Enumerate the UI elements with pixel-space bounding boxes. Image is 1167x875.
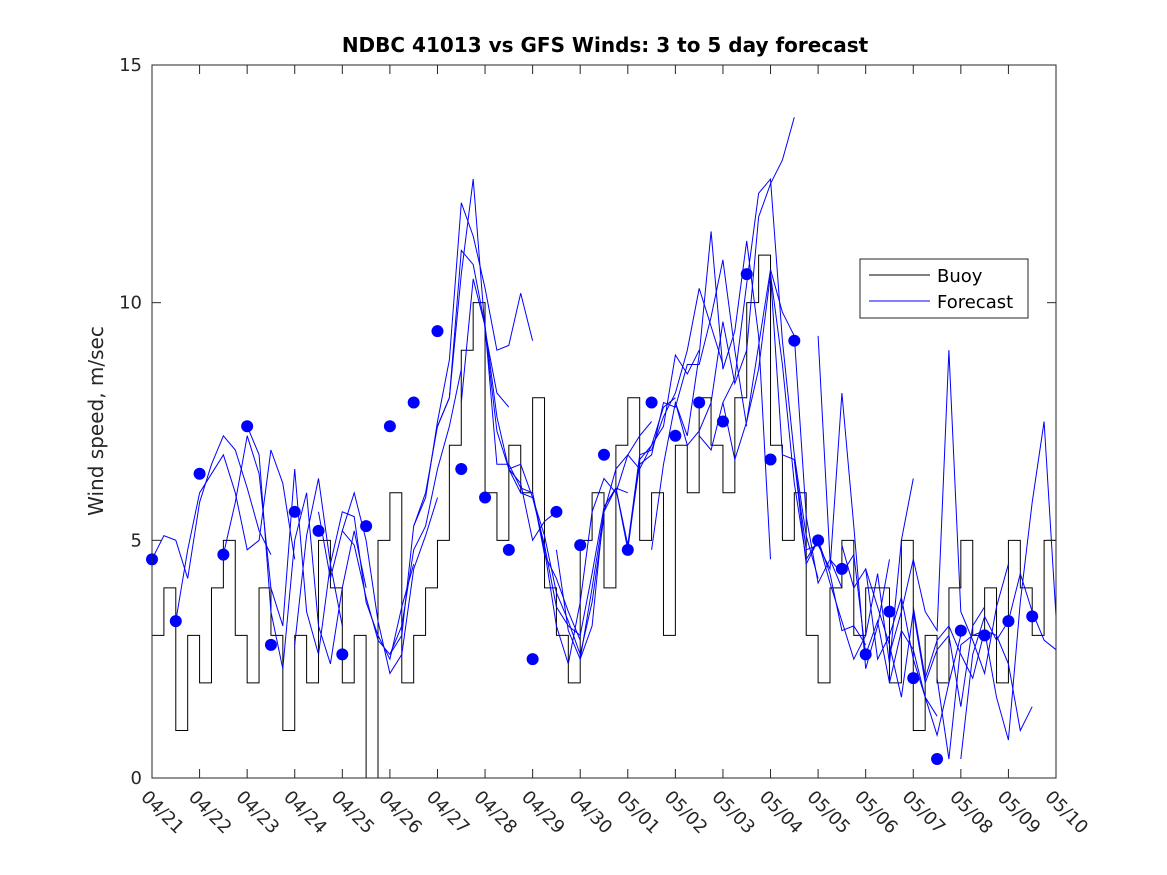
forecast-run-line-10	[460, 278, 581, 641]
forecast-analysis-marker	[502, 543, 515, 556]
forecast-run-line-15	[579, 349, 700, 660]
forecast-run-line-27	[865, 568, 986, 707]
forecast-analysis-marker	[407, 396, 420, 409]
forecast-analysis-marker	[360, 520, 373, 533]
forecast-analysis-marker	[383, 420, 396, 433]
plot-frame	[151, 64, 1057, 779]
forecast-analysis-marker	[716, 415, 729, 428]
forecast-analysis-marker	[907, 672, 920, 685]
chart-title: NDBC 41013 vs GFS Winds: 3 to 5 day fore…	[342, 33, 869, 57]
forecast-run-line-3	[246, 426, 367, 669]
forecast-run-line-17	[627, 259, 748, 546]
legend-label-forecast: Forecast	[937, 292, 1013, 313]
forecast-analysis-marker	[764, 453, 777, 466]
forecast-run-line-5	[318, 490, 438, 675]
forecast-run-line-9	[437, 249, 557, 542]
forecast-analysis-marker	[740, 268, 753, 281]
y-axis-label: Wind speed, m/sec	[84, 326, 108, 516]
forecast-analysis-marker	[169, 615, 182, 628]
y-tick-label: 10	[119, 293, 142, 314]
forecast-analysis-marker	[288, 505, 301, 518]
forecast-analysis-marker	[669, 429, 682, 442]
forecast-analysis-marker	[193, 467, 206, 480]
forecast-analysis-marker	[645, 396, 658, 409]
forecast-analysis-marker	[788, 334, 801, 347]
forecast-run-line-14	[555, 397, 676, 661]
forecast-run-line-6	[341, 369, 462, 656]
forecast-analysis-marker	[526, 653, 539, 666]
forecast-analysis-marker	[835, 562, 848, 575]
forecast-analysis-marker	[550, 505, 563, 518]
forecast-analysis-marker	[479, 491, 492, 504]
buoy-series-line	[152, 254, 1057, 779]
forecast-run-line-16	[603, 288, 724, 546]
forecast-analysis-marker	[574, 539, 587, 552]
forecast-analysis-marker	[1002, 615, 1015, 628]
forecast-analysis-marker	[217, 548, 230, 561]
forecast-analysis-marker	[954, 624, 967, 637]
forecast-run-line-1	[175, 449, 296, 622]
forecast-run-line-0	[151, 434, 272, 579]
forecast-analysis-marker	[336, 648, 349, 661]
forecast-analysis-marker	[264, 638, 277, 651]
forecast-run-line-4	[294, 478, 415, 661]
forecast-analysis-marker	[241, 420, 254, 433]
forecast-analysis-marker	[621, 543, 634, 556]
forecast-run-line-22	[746, 274, 867, 646]
forecast-run-line-19	[674, 117, 795, 447]
forecast-analysis-marker	[859, 648, 872, 661]
legend: Buoy Forecast	[859, 258, 1029, 319]
forecast-analysis-marker	[598, 448, 610, 461]
series-layer	[146, 117, 1057, 779]
forecast-analysis-marker	[978, 629, 991, 642]
forecast-analysis-marker	[455, 463, 468, 476]
y-tick-label: 0	[131, 768, 142, 789]
forecast-run-line-30	[936, 421, 1057, 760]
legend-label-buoy: Buoy	[937, 266, 983, 287]
forecast-run-line-2	[222, 435, 343, 655]
plot-area	[152, 65, 1056, 778]
forecast-analysis-marker	[1026, 610, 1039, 623]
y-tick-label: 5	[131, 530, 142, 551]
y-tick-label: 15	[119, 55, 142, 76]
forecast-analysis-marker	[312, 524, 325, 537]
forecast-analysis-marker	[931, 752, 944, 765]
forecast-run-line-26	[841, 544, 962, 738]
forecast-run-line-8	[413, 202, 534, 527]
forecast-analysis-marker	[883, 605, 896, 618]
forecast-analysis-marker	[812, 534, 825, 547]
legend-box	[859, 258, 1029, 319]
forecast-run-line-29	[912, 606, 1033, 733]
forecast-run-line-21	[722, 269, 843, 589]
forecast-analysis-marker	[693, 396, 706, 409]
forecast-run-line-13	[532, 421, 652, 665]
forecast-analysis-marker	[431, 325, 444, 338]
